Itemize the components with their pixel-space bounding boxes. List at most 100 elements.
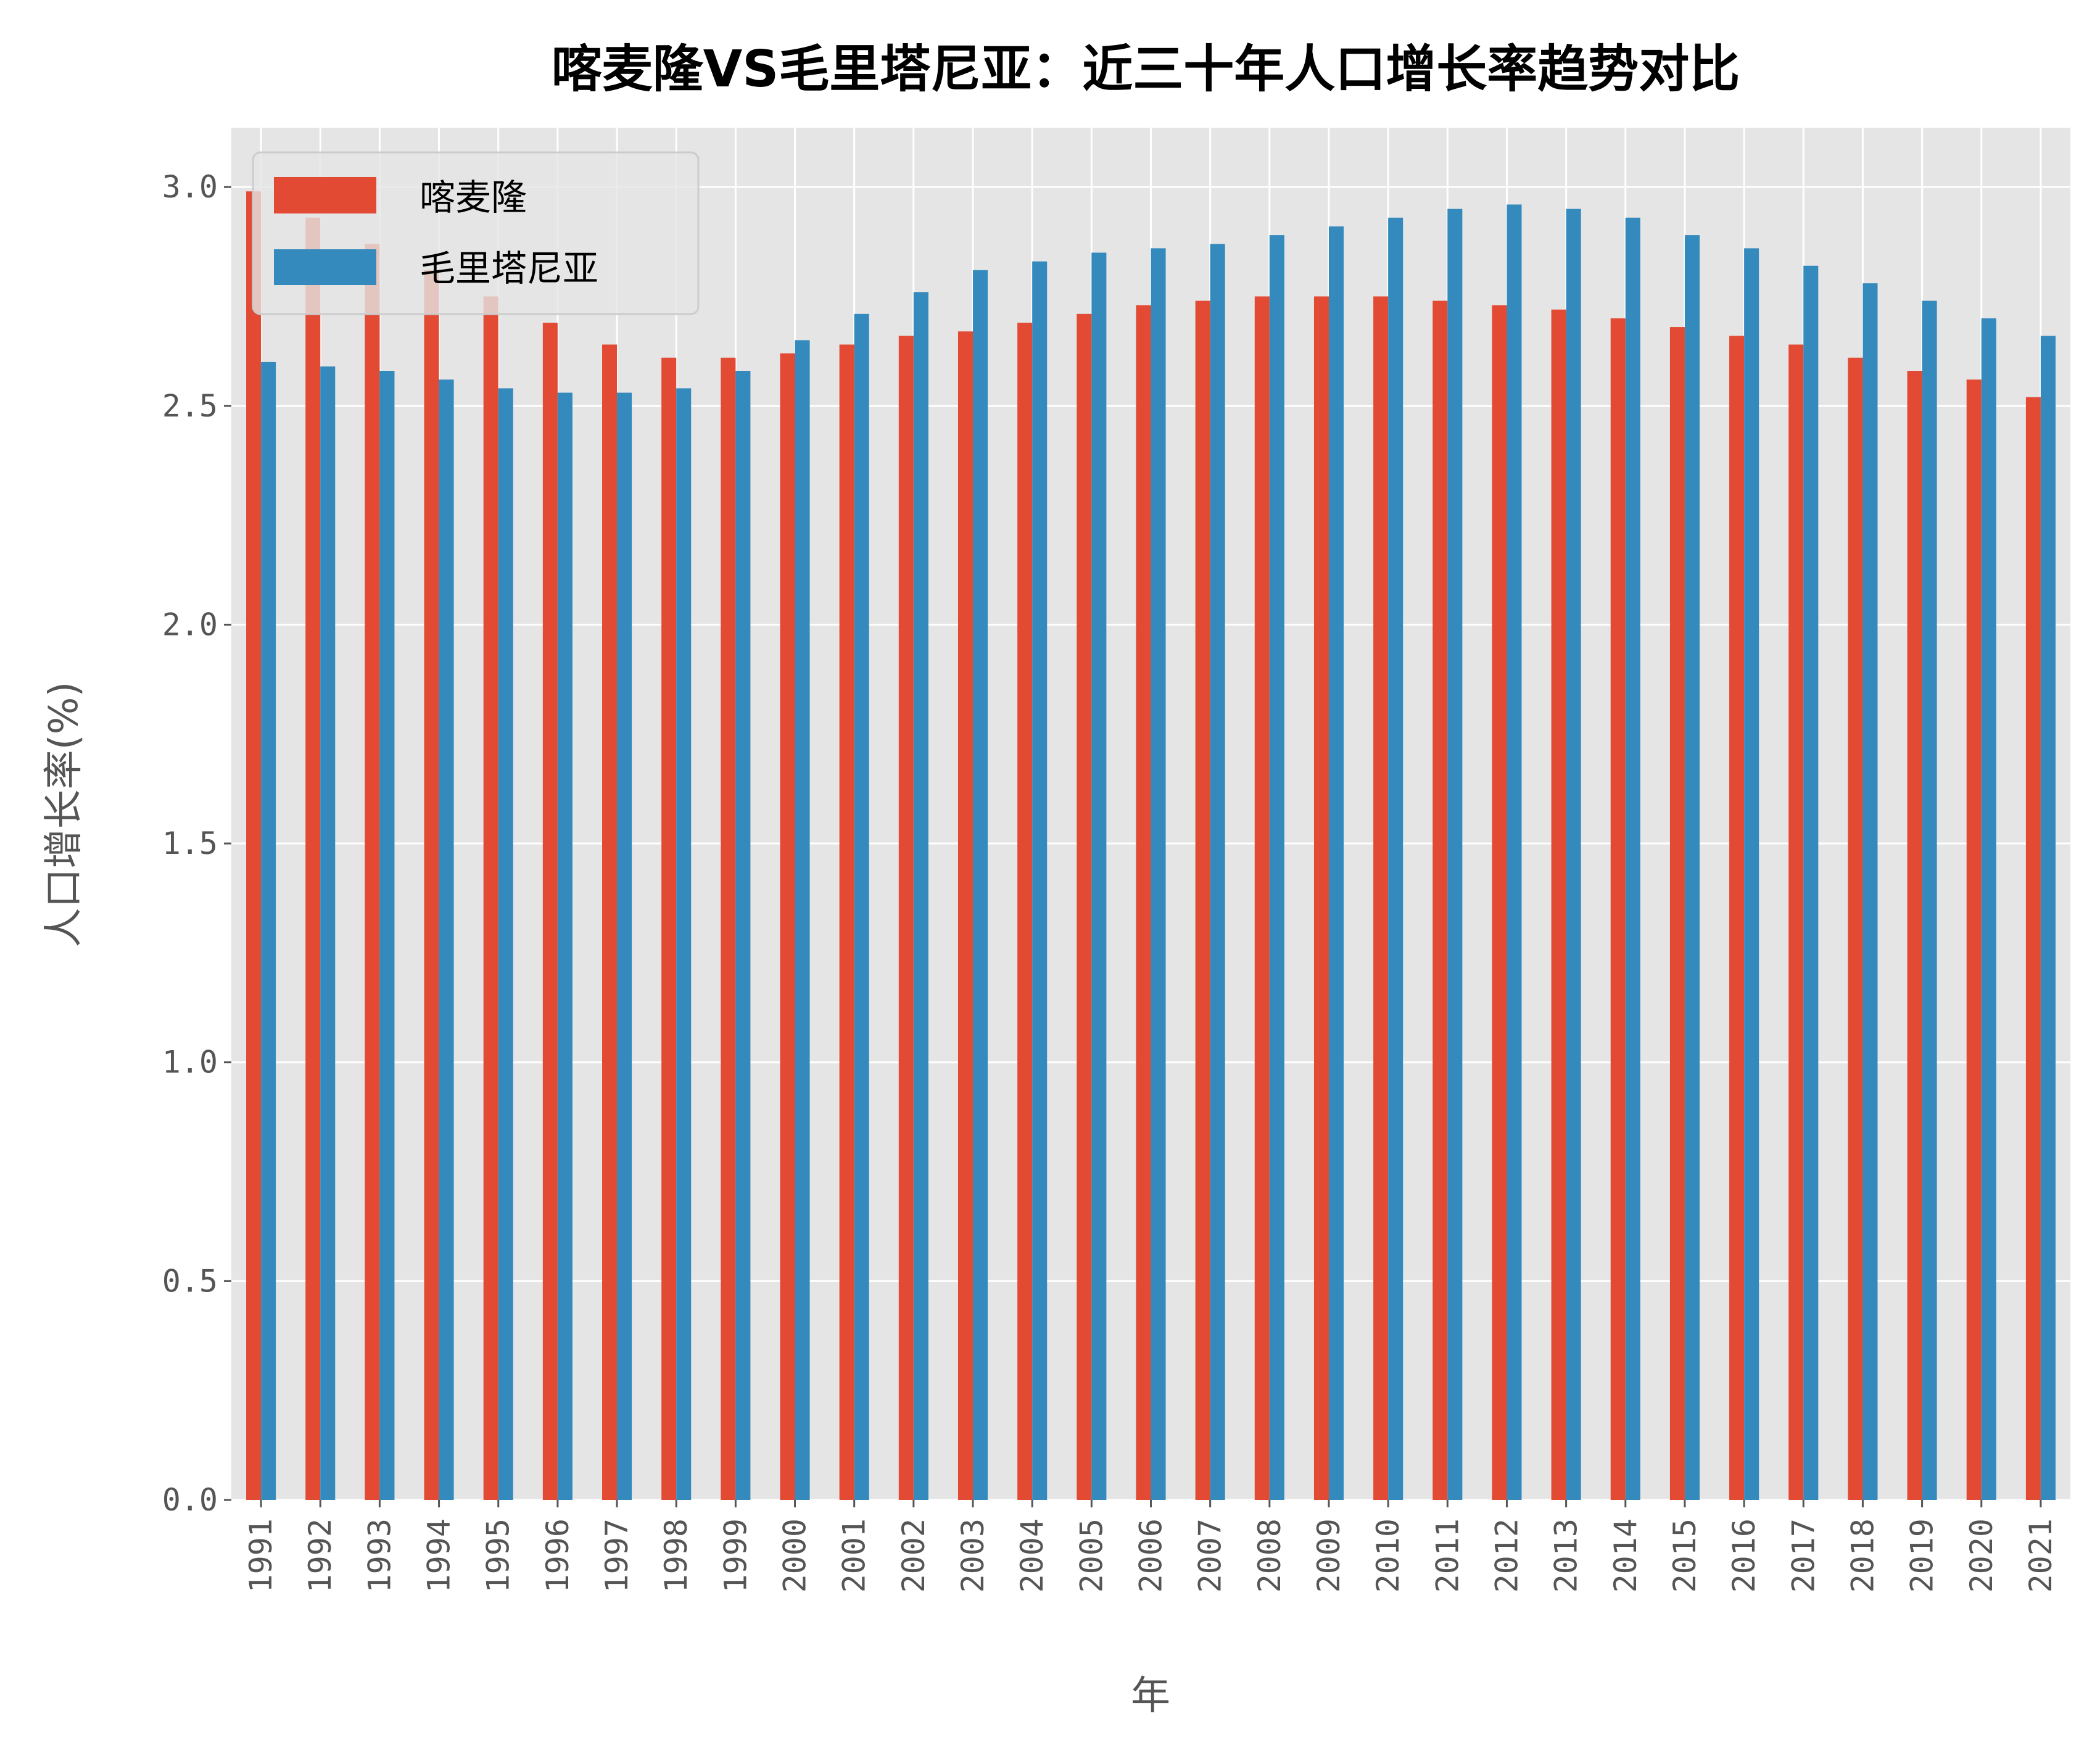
x-tick-label: 1999	[717, 1518, 753, 1593]
x-tick-label: 2003	[955, 1518, 991, 1593]
bar-mauritania-1991	[261, 362, 276, 1500]
bar-mauritania-1997	[617, 392, 632, 1501]
bar-mauritania-2000	[795, 340, 810, 1500]
x-tick-label: 2005	[1073, 1518, 1109, 1593]
x-tick-label: 2004	[1014, 1518, 1050, 1593]
x-tick-label: 2006	[1133, 1518, 1169, 1593]
bar-cameroon-2015	[1669, 327, 1685, 1501]
chart-title: 喀麦隆VS毛里塔尼亚：近三十年人口增长率趋势对比	[552, 40, 1740, 99]
bar-cameroon-2004	[1017, 322, 1033, 1501]
x-tick-label: 2016	[1726, 1518, 1762, 1593]
bar-cameroon-2011	[1432, 300, 1448, 1500]
x-tick-label: 2013	[1548, 1518, 1584, 1593]
bar-cameroon-2020	[1966, 379, 1982, 1500]
bar-mauritania-2002	[913, 292, 928, 1500]
legend-label-mauritania: 毛里塔尼亚	[420, 247, 598, 289]
bar-cameroon-2018	[1848, 357, 1863, 1500]
x-tick-label: 2007	[1193, 1518, 1228, 1593]
x-tick-label: 2014	[1608, 1518, 1643, 1593]
bar-cameroon-2005	[1077, 313, 1092, 1500]
bar-cameroon-1991	[246, 191, 262, 1501]
bar-mauritania-2001	[854, 313, 869, 1500]
bar-mauritania-2016	[1744, 248, 1759, 1501]
x-tick-label: 2017	[1785, 1518, 1821, 1593]
bar-cameroon-2013	[1551, 309, 1566, 1501]
x-tick-label: 1996	[540, 1518, 576, 1593]
x-tick-label: 1994	[421, 1518, 457, 1593]
y-axis-label: 人口增长率(%)	[41, 682, 87, 948]
bar-cameroon-2001	[839, 344, 854, 1500]
bar-cameroon-2003	[957, 331, 974, 1501]
y-tick-label: 3.0	[162, 169, 218, 205]
bar-cameroon-2014	[1610, 318, 1626, 1500]
x-tick-label: 2019	[1904, 1518, 1940, 1593]
bar-mauritania-1993	[379, 371, 395, 1500]
bar-cameroon-1994	[424, 270, 439, 1501]
bar-mauritania-2012	[1507, 204, 1522, 1501]
legend: 喀麦隆 毛里塔尼亚	[252, 151, 700, 315]
x-tick-label: 1991	[243, 1518, 279, 1593]
bar-mauritania-2003	[973, 270, 988, 1501]
bar-cameroon-2008	[1254, 296, 1270, 1500]
bar-mauritania-2010	[1388, 217, 1403, 1501]
bar-cameroon-2000	[780, 353, 795, 1500]
bar-mauritania-2015	[1684, 235, 1700, 1500]
x-axis-label: 年	[1131, 1673, 1170, 1719]
x-tick-label: 2000	[777, 1518, 813, 1593]
bar-mauritania-2020	[1981, 318, 1996, 1500]
x-tick-label: 2001	[837, 1518, 872, 1593]
bar-mauritania-2017	[1803, 265, 1819, 1501]
bar-cameroon-1999	[721, 357, 736, 1500]
bar-mauritania-2018	[1862, 283, 1878, 1500]
x-tick-label: 1992	[302, 1518, 338, 1593]
bar-cameroon-1993	[365, 244, 380, 1501]
bar-cameroon-2016	[1729, 336, 1745, 1501]
bar-mauritania-2006	[1151, 248, 1166, 1501]
bar-mauritania-2009	[1328, 226, 1344, 1500]
y-tick-label: 1.0	[162, 1045, 218, 1080]
x-tick-label: 2021	[2023, 1518, 2059, 1593]
x-tick-label: 2012	[1489, 1518, 1524, 1593]
legend-label-cameroon: 喀麦隆	[420, 176, 527, 218]
x-tick-label: 2009	[1311, 1518, 1347, 1593]
x-tick-label: 2018	[1845, 1518, 1880, 1593]
bar-cameroon-2002	[898, 336, 914, 1501]
bar-cameroon-1995	[483, 296, 498, 1500]
bar-cameroon-2006	[1136, 305, 1151, 1501]
bar-mauritania-2019	[1922, 300, 1937, 1500]
x-tick-label: 2010	[1370, 1518, 1406, 1593]
x-tick-label: 2008	[1252, 1518, 1288, 1593]
bar-mauritania-1998	[676, 388, 692, 1501]
bar-mauritania-2004	[1032, 261, 1048, 1500]
bar-mauritania-2007	[1210, 244, 1225, 1501]
bar-mauritania-2005	[1091, 252, 1107, 1500]
bar-cameroon-1997	[602, 344, 618, 1500]
bar-mauritania-2014	[1625, 217, 1640, 1501]
bar-cameroon-1992	[305, 217, 321, 1501]
bar-cameroon-2019	[1907, 371, 1922, 1500]
bar-mauritania-1992	[320, 366, 336, 1500]
y-tick-label: 1.5	[162, 826, 218, 861]
bar-mauritania-2008	[1269, 235, 1284, 1500]
x-tick-label: 1993	[362, 1518, 397, 1593]
bar-cameroon-2009	[1313, 296, 1329, 1500]
x-tick-label: 2015	[1667, 1518, 1703, 1593]
x-tick-label: 1998	[658, 1518, 694, 1593]
y-tick-label: 2.5	[162, 388, 218, 424]
bar-cameroon-2012	[1492, 305, 1507, 1501]
bar-mauritania-2013	[1566, 209, 1581, 1501]
y-tick-label: 2.0	[162, 607, 218, 642]
x-tick-label: 1997	[599, 1518, 635, 1593]
bar-cameroon-2017	[1788, 344, 1804, 1500]
x-tick-label: 2020	[1964, 1518, 1999, 1593]
legend-swatch-cameroon	[274, 177, 376, 213]
bar-cameroon-2007	[1195, 300, 1210, 1500]
y-tick-label: 0.5	[162, 1263, 218, 1299]
y-tick-label: 0.0	[162, 1482, 218, 1518]
bar-mauritania-1996	[557, 392, 573, 1501]
legend-swatch-mauritania	[274, 249, 376, 285]
bar-cameroon-1996	[542, 322, 558, 1501]
bar-mauritania-2011	[1447, 209, 1463, 1501]
bar-cameroon-1998	[661, 357, 677, 1500]
